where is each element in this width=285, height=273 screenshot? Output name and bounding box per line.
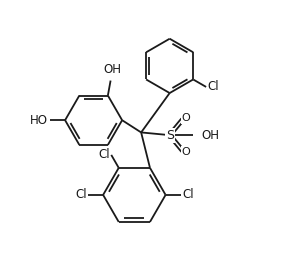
Text: Cl: Cl [75,188,87,201]
Text: HO: HO [30,114,48,127]
Text: O: O [182,147,190,157]
Text: S: S [166,129,174,142]
Text: O: O [182,113,190,123]
Text: Cl: Cl [98,149,110,161]
Text: OH: OH [103,63,121,76]
Text: Cl: Cl [207,81,219,93]
Text: Cl: Cl [182,188,194,201]
Text: OH: OH [201,129,219,142]
